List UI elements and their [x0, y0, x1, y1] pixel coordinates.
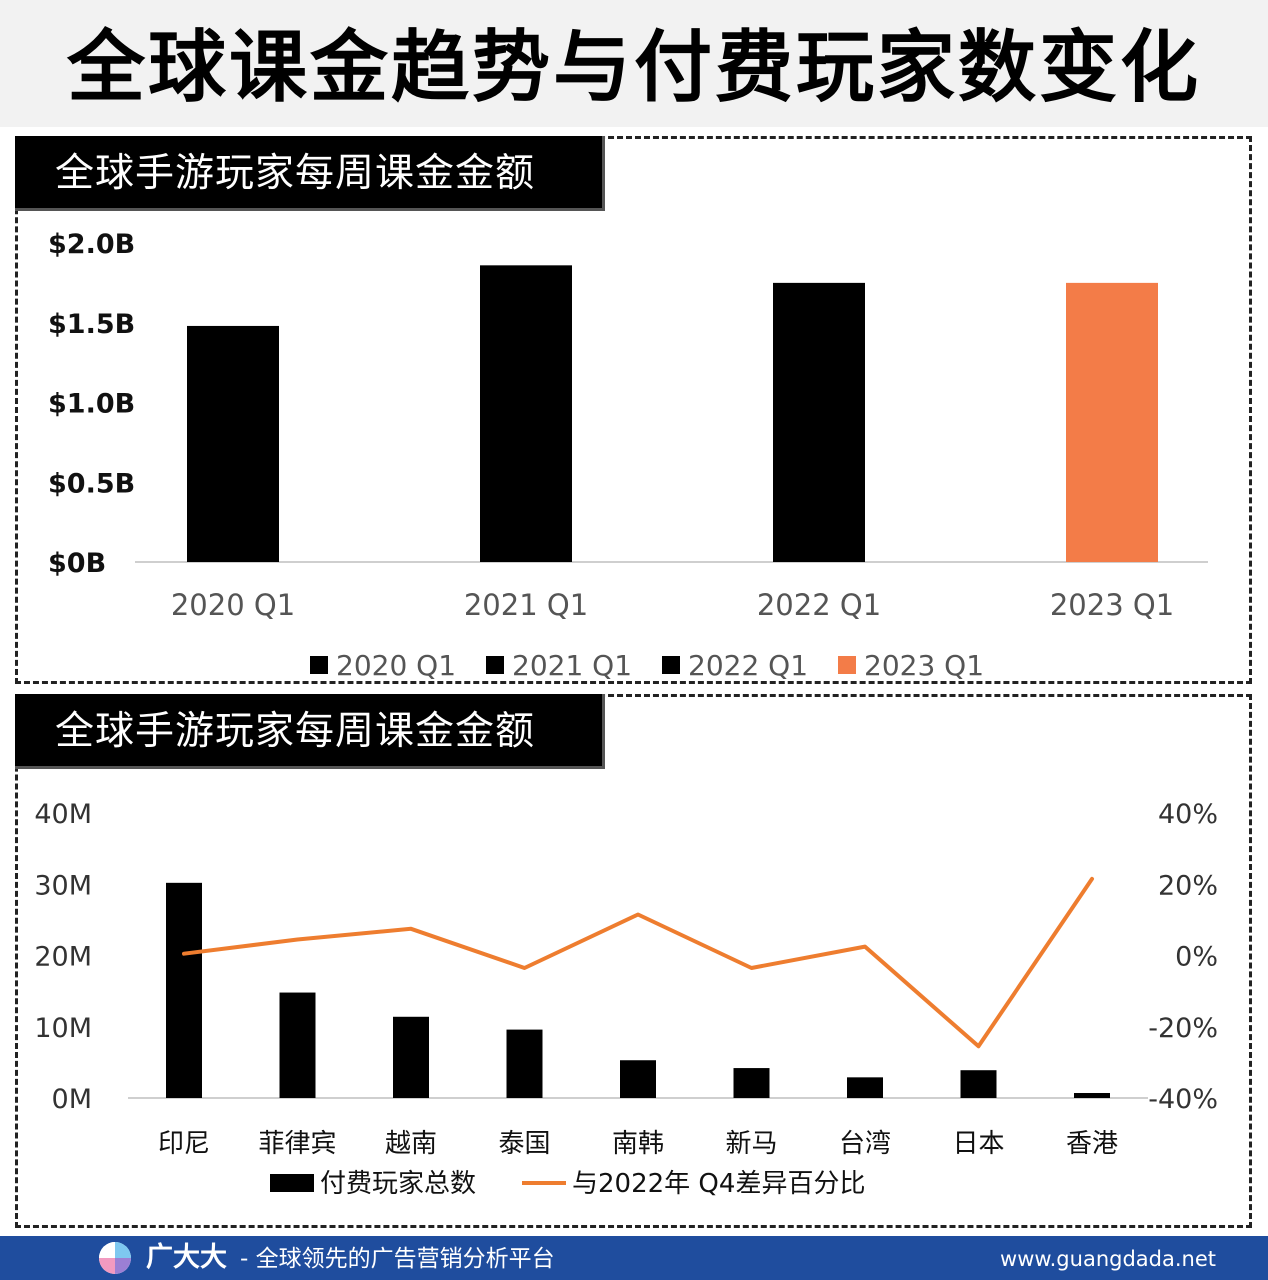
- paying-players-chart: 0M 10M 20M 30M 40M -40% -20% 0% 20% 40% 印尼 菲律宾 越南 泰国 南…: [34, 799, 1218, 1199]
- paying-players-panel: 全球手游玩家每周课金金额: [15, 694, 1252, 1228]
- chart1-title: 全球手游玩家每周课金金额: [15, 136, 605, 211]
- bar: [733, 1068, 770, 1098]
- legend-swatch: [310, 656, 328, 674]
- x-tick-label: 新马: [725, 1129, 777, 1159]
- y-tick-label: $2.0B: [48, 229, 135, 260]
- y-right-tick-label: -20%: [1148, 1013, 1218, 1044]
- x-tick-label: 香港: [1066, 1129, 1118, 1159]
- x-tick-label: 南韩: [612, 1129, 664, 1159]
- x-tick-label: 2021 Q1: [464, 588, 588, 622]
- brand-tagline: - 全球领先的广告营销分析平台: [240, 1246, 555, 1272]
- footer-bar: 广大大 - 全球领先的广告营销分析平台 www.guangdada.net: [0, 1236, 1268, 1280]
- site-url[interactable]: www.guangdada.net: [1000, 1247, 1216, 1271]
- bar: [166, 882, 202, 1098]
- bar: [847, 1077, 883, 1098]
- y-right-tick-label: 0%: [1175, 942, 1218, 973]
- y-tick-label: $1.0B: [48, 389, 135, 420]
- legend-label: 2023 Q1: [864, 649, 984, 682]
- x-tick-label: 泰国: [498, 1129, 550, 1159]
- chart2-title: 全球手游玩家每周课金金额: [15, 694, 605, 769]
- x-tick-label: 菲律宾: [258, 1129, 336, 1159]
- y-tick-label: $1.5B: [48, 309, 135, 340]
- y-tick-label: $0B: [48, 548, 106, 579]
- bar: [620, 1060, 656, 1098]
- y-right-tick-label: 20%: [1158, 870, 1218, 901]
- bar: [506, 1029, 543, 1098]
- bar: [1074, 1093, 1110, 1098]
- x-tick-label: 印尼: [158, 1129, 210, 1159]
- bar: [1066, 282, 1158, 562]
- bar: [187, 325, 279, 562]
- y-left-tick-label: 20M: [34, 942, 92, 973]
- x-tick-label: 日本: [952, 1129, 1004, 1159]
- x-tick-label: 台湾: [839, 1129, 891, 1159]
- legend-label: 2022 Q1: [688, 649, 808, 682]
- x-tick-label: 2023 Q1: [1050, 588, 1174, 622]
- legend-label: 与2022年 Q4差异百分比: [572, 1169, 865, 1199]
- legend-swatch: [486, 656, 504, 674]
- legend-label: 付费玩家总数: [320, 1169, 476, 1199]
- brand-name: 广大大: [146, 1242, 227, 1273]
- bar: [393, 1016, 429, 1098]
- y-left-tick-label: 30M: [34, 870, 92, 901]
- brand-logo-icon: [99, 1242, 131, 1274]
- y-left-tick-label: 40M: [34, 799, 92, 830]
- x-tick-label: 越南: [385, 1129, 437, 1159]
- x-tick-label: 2020 Q1: [171, 588, 295, 622]
- y-tick-label: $0.5B: [48, 468, 135, 499]
- legend-swatch: [270, 1174, 314, 1192]
- page-title: 全球课金趋势与付费玩家数变化: [66, 23, 1201, 113]
- x-tick-label: 2022 Q1: [757, 588, 881, 622]
- bar: [773, 282, 865, 562]
- legend-swatch: [838, 656, 856, 674]
- weekly-spend-panel: 全球手游玩家每周课金金额: [15, 136, 1252, 684]
- bar: [960, 1070, 997, 1098]
- legend-label: 2021 Q1: [512, 649, 632, 682]
- bar: [279, 992, 316, 1098]
- legend-swatch: [662, 656, 680, 674]
- series-line: [182, 876, 1094, 1049]
- y-right-tick-label: -40%: [1148, 1084, 1218, 1115]
- legend-label: 2020 Q1: [336, 649, 456, 682]
- title-bar: 全球课金趋势与付费玩家数变化: [0, 0, 1268, 127]
- y-left-tick-label: 0M: [52, 1084, 92, 1115]
- y-left-tick-label: 10M: [34, 1013, 92, 1044]
- y-right-tick-label: 40%: [1158, 799, 1218, 830]
- bar: [480, 265, 572, 562]
